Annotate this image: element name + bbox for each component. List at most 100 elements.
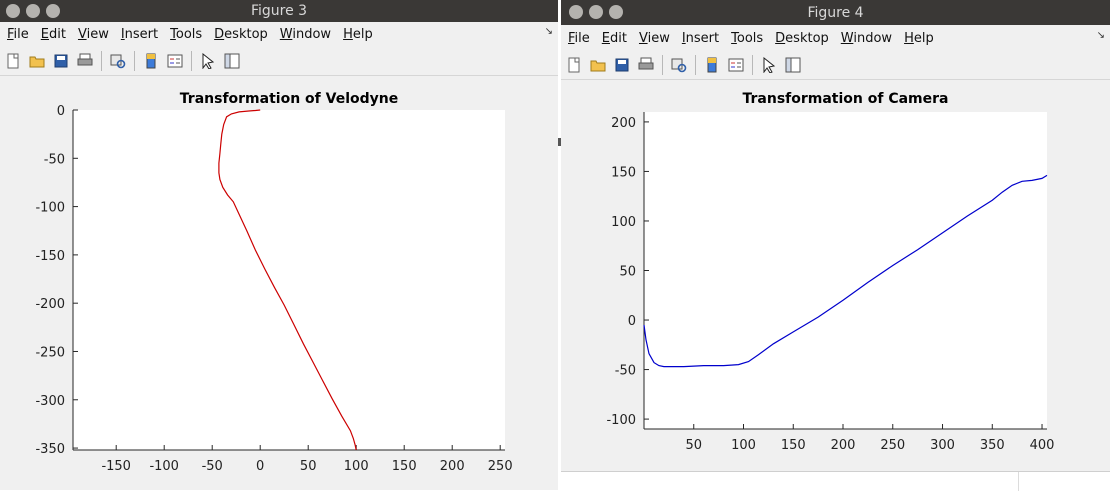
dock-figure-icon[interactable]: ↘ xyxy=(1096,30,1105,41)
menu-insert[interactable]: Insert xyxy=(115,27,164,42)
toolbar-separator xyxy=(134,51,135,71)
velodyne-plot: Transformation of Velodyne -150 -100 -50 0 50… xyxy=(35,91,513,474)
menu-view-label: iew xyxy=(647,30,670,46)
property-editor-button[interactable] xyxy=(783,55,803,75)
edit-plot-button[interactable] xyxy=(198,51,218,71)
print-button[interactable] xyxy=(75,51,95,71)
menu-insert-accel: I xyxy=(120,26,125,42)
colorbar-icon xyxy=(146,53,156,69)
toolbar-separator xyxy=(662,55,663,75)
plot-area xyxy=(73,110,505,450)
figure-toolbar xyxy=(561,51,1110,80)
menu-insert-label: nsert xyxy=(685,30,720,46)
desktop-background xyxy=(561,471,1110,491)
print-icon xyxy=(638,57,654,70)
menu-desktop-accel: D xyxy=(775,30,786,46)
menu-file[interactable]: File xyxy=(0,27,35,42)
legend-button[interactable] xyxy=(726,55,746,75)
y-tick-label: -250 xyxy=(35,345,65,360)
menu-edit[interactable]: Edit xyxy=(35,27,72,42)
y-tick-label: -50 xyxy=(615,364,636,379)
menu-help[interactable]: Help xyxy=(898,31,940,46)
x-tick-label: 50 xyxy=(300,459,317,474)
x-tick-label: 150 xyxy=(781,438,806,453)
menu-insert[interactable]: Insert xyxy=(676,31,725,46)
dock-figure-icon[interactable]: ↘ xyxy=(544,26,553,37)
menu-file[interactable]: File xyxy=(561,31,596,46)
menu-edit-label: dit xyxy=(610,30,627,46)
menu-file-label: ile xyxy=(574,30,590,46)
menu-tools[interactable]: Tools xyxy=(164,27,208,42)
save-button[interactable] xyxy=(51,51,71,71)
menu-help-accel: H xyxy=(343,26,353,42)
property-editor-icon xyxy=(224,53,240,69)
open-file-button[interactable] xyxy=(588,55,608,75)
edit-plot-button[interactable] xyxy=(759,55,779,75)
legend-icon xyxy=(728,58,744,72)
colorbar-button[interactable] xyxy=(702,55,722,75)
y-tick-label: -100 xyxy=(35,201,65,216)
menu-help[interactable]: Help xyxy=(337,27,379,42)
menu-help-label: elp xyxy=(352,26,373,42)
window-controls xyxy=(569,5,623,19)
menu-view-label: iew xyxy=(86,26,109,42)
link-plot-button[interactable] xyxy=(669,55,689,75)
open-file-button[interactable] xyxy=(27,51,47,71)
toolbar-separator xyxy=(695,55,696,75)
new-figure-button[interactable] xyxy=(3,51,23,71)
menu-edit-accel: E xyxy=(601,30,610,46)
close-window-button[interactable] xyxy=(569,5,583,19)
menu-tools[interactable]: Tools xyxy=(725,31,769,46)
menu-insert-accel: I xyxy=(681,30,686,46)
property-editor-button[interactable] xyxy=(222,51,242,71)
menu-view[interactable]: View xyxy=(633,31,676,46)
link-plot-button[interactable] xyxy=(108,51,128,71)
x-tick-label: 200 xyxy=(440,459,465,474)
menu-view[interactable]: View xyxy=(72,27,115,42)
menu-window[interactable]: Window xyxy=(835,31,898,46)
menu-tools-label: ools xyxy=(175,26,203,42)
trajectory-line xyxy=(218,109,357,451)
figure-4-window: Figure 4 File Edit View Insert Tools Desktop W… xyxy=(561,0,1110,471)
minimize-window-button[interactable] xyxy=(26,4,40,18)
minimize-window-button[interactable] xyxy=(589,5,603,19)
x-tick-label: 100 xyxy=(731,438,756,453)
menu-bar: File Edit View Insert Tools Desktop Window Help… xyxy=(561,26,1110,50)
menu-edit-label: dit xyxy=(49,26,66,42)
camera-plot: Transformation of Camera 50 100 150 200 250 30… xyxy=(606,91,1054,453)
save-button[interactable] xyxy=(612,55,632,75)
x-tick-label: 100 xyxy=(344,459,369,474)
y-tick-label: -350 xyxy=(35,442,65,457)
x-tick-label: 350 xyxy=(980,438,1005,453)
toolbar-separator xyxy=(191,51,192,71)
x-tick-label: 50 xyxy=(685,438,702,453)
x-tick-label: 250 xyxy=(488,459,513,474)
link-plot-icon xyxy=(110,54,126,69)
legend-button[interactable] xyxy=(165,51,185,71)
menu-file-accel: F xyxy=(568,30,575,46)
menu-desktop[interactable]: Desktop xyxy=(208,27,274,42)
colorbar-button[interactable] xyxy=(141,51,161,71)
menu-window-label: indow xyxy=(292,26,332,42)
close-window-button[interactable] xyxy=(6,4,20,18)
menu-tools-accel: T xyxy=(170,26,176,42)
open-file-icon xyxy=(29,56,45,68)
window-resize-handle[interactable] xyxy=(558,138,561,146)
menu-file-label: ile xyxy=(13,26,29,42)
menu-desktop[interactable]: Desktop xyxy=(769,31,835,46)
menu-edit[interactable]: Edit xyxy=(596,31,633,46)
print-button[interactable] xyxy=(636,55,656,75)
y-tick-label: -300 xyxy=(35,394,65,409)
menu-window-accel: W xyxy=(840,30,854,46)
menu-window[interactable]: Window xyxy=(274,27,337,42)
window-controls xyxy=(6,4,60,18)
toolbar-separator xyxy=(752,55,753,75)
new-figure-button[interactable] xyxy=(564,55,584,75)
window-title: Figure 3 xyxy=(250,3,308,19)
y-tick-label: 100 xyxy=(611,215,636,230)
x-tick-label: -150 xyxy=(101,459,131,474)
window-title: Figure 4 xyxy=(807,4,864,21)
maximize-window-button[interactable] xyxy=(609,5,623,19)
maximize-window-button[interactable] xyxy=(46,4,60,18)
title-bar: Figure 4 xyxy=(561,0,1110,25)
